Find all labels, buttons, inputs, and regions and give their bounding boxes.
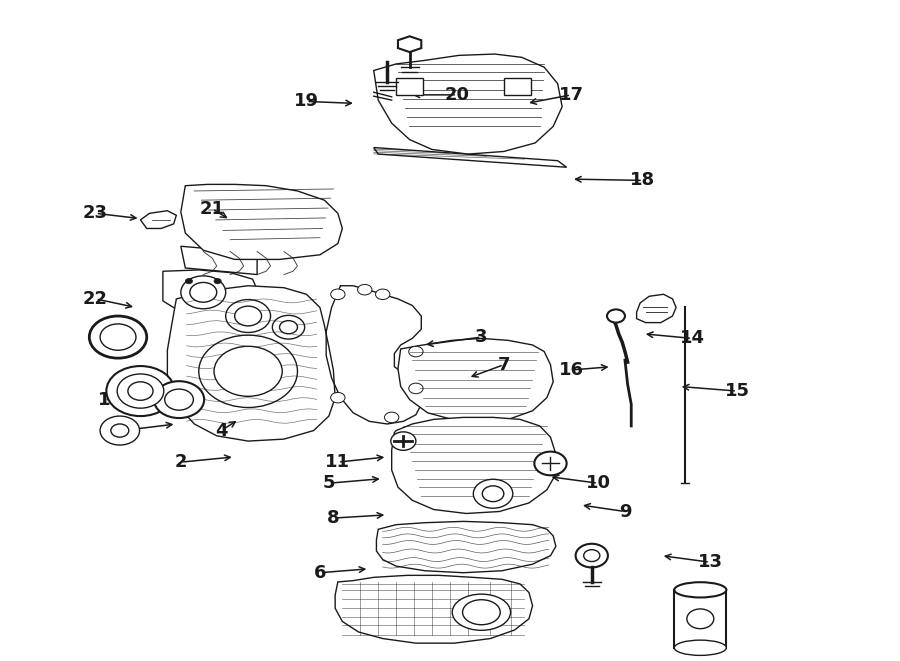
- Text: 20: 20: [445, 86, 470, 104]
- Text: 12: 12: [110, 422, 135, 440]
- Text: 17: 17: [559, 86, 583, 104]
- Bar: [504, 79, 531, 95]
- Circle shape: [607, 309, 625, 323]
- Circle shape: [280, 321, 298, 334]
- Polygon shape: [392, 417, 556, 514]
- Text: 2: 2: [175, 453, 187, 471]
- Circle shape: [165, 389, 194, 410]
- Text: 1: 1: [98, 391, 111, 408]
- Circle shape: [154, 381, 204, 418]
- Circle shape: [482, 486, 504, 502]
- Polygon shape: [376, 522, 556, 572]
- Polygon shape: [167, 286, 335, 441]
- Ellipse shape: [452, 594, 510, 631]
- Circle shape: [409, 346, 423, 357]
- Text: 11: 11: [325, 453, 350, 471]
- Text: 21: 21: [200, 200, 225, 217]
- Text: 23: 23: [83, 204, 108, 222]
- Polygon shape: [374, 147, 567, 167]
- Circle shape: [89, 316, 147, 358]
- Text: 9: 9: [618, 502, 631, 520]
- Circle shape: [214, 346, 283, 397]
- Ellipse shape: [674, 582, 726, 598]
- Circle shape: [473, 479, 513, 508]
- Circle shape: [128, 382, 153, 401]
- Ellipse shape: [118, 386, 163, 401]
- Text: 3: 3: [475, 328, 488, 346]
- Polygon shape: [181, 184, 342, 259]
- Ellipse shape: [463, 600, 500, 625]
- Circle shape: [199, 335, 298, 408]
- Text: 18: 18: [630, 171, 655, 190]
- Circle shape: [584, 550, 599, 562]
- Circle shape: [100, 324, 136, 350]
- Circle shape: [357, 284, 372, 295]
- Circle shape: [181, 276, 226, 309]
- Circle shape: [117, 374, 164, 408]
- Circle shape: [100, 416, 140, 445]
- Circle shape: [185, 278, 193, 284]
- Bar: [396, 79, 423, 95]
- Circle shape: [687, 609, 714, 629]
- Polygon shape: [636, 294, 676, 323]
- Text: 15: 15: [724, 382, 750, 400]
- Circle shape: [111, 424, 129, 437]
- Circle shape: [384, 412, 399, 422]
- Circle shape: [330, 289, 345, 299]
- Circle shape: [273, 315, 304, 339]
- Circle shape: [235, 306, 262, 326]
- Text: 22: 22: [83, 290, 108, 308]
- Polygon shape: [181, 247, 257, 274]
- Circle shape: [330, 393, 345, 403]
- Text: 7: 7: [498, 356, 510, 373]
- Text: 13: 13: [698, 553, 723, 571]
- Polygon shape: [163, 270, 257, 316]
- Bar: [674, 590, 726, 648]
- Circle shape: [409, 383, 423, 394]
- Circle shape: [190, 282, 217, 302]
- Text: 14: 14: [680, 329, 705, 348]
- Text: 10: 10: [586, 474, 610, 492]
- Polygon shape: [398, 338, 554, 421]
- Circle shape: [214, 278, 221, 284]
- Polygon shape: [335, 575, 533, 643]
- Circle shape: [226, 299, 271, 332]
- Ellipse shape: [674, 640, 726, 656]
- Circle shape: [576, 544, 608, 567]
- Text: 6: 6: [314, 564, 326, 582]
- Text: 8: 8: [327, 509, 339, 527]
- Polygon shape: [398, 36, 421, 52]
- Text: 5: 5: [322, 474, 335, 492]
- Text: 4: 4: [215, 422, 228, 440]
- Polygon shape: [140, 211, 176, 229]
- Text: 19: 19: [294, 93, 319, 110]
- Circle shape: [106, 366, 175, 416]
- Text: 16: 16: [559, 361, 583, 379]
- Polygon shape: [374, 54, 562, 154]
- Circle shape: [391, 432, 416, 450]
- Circle shape: [375, 289, 390, 299]
- Circle shape: [535, 451, 567, 475]
